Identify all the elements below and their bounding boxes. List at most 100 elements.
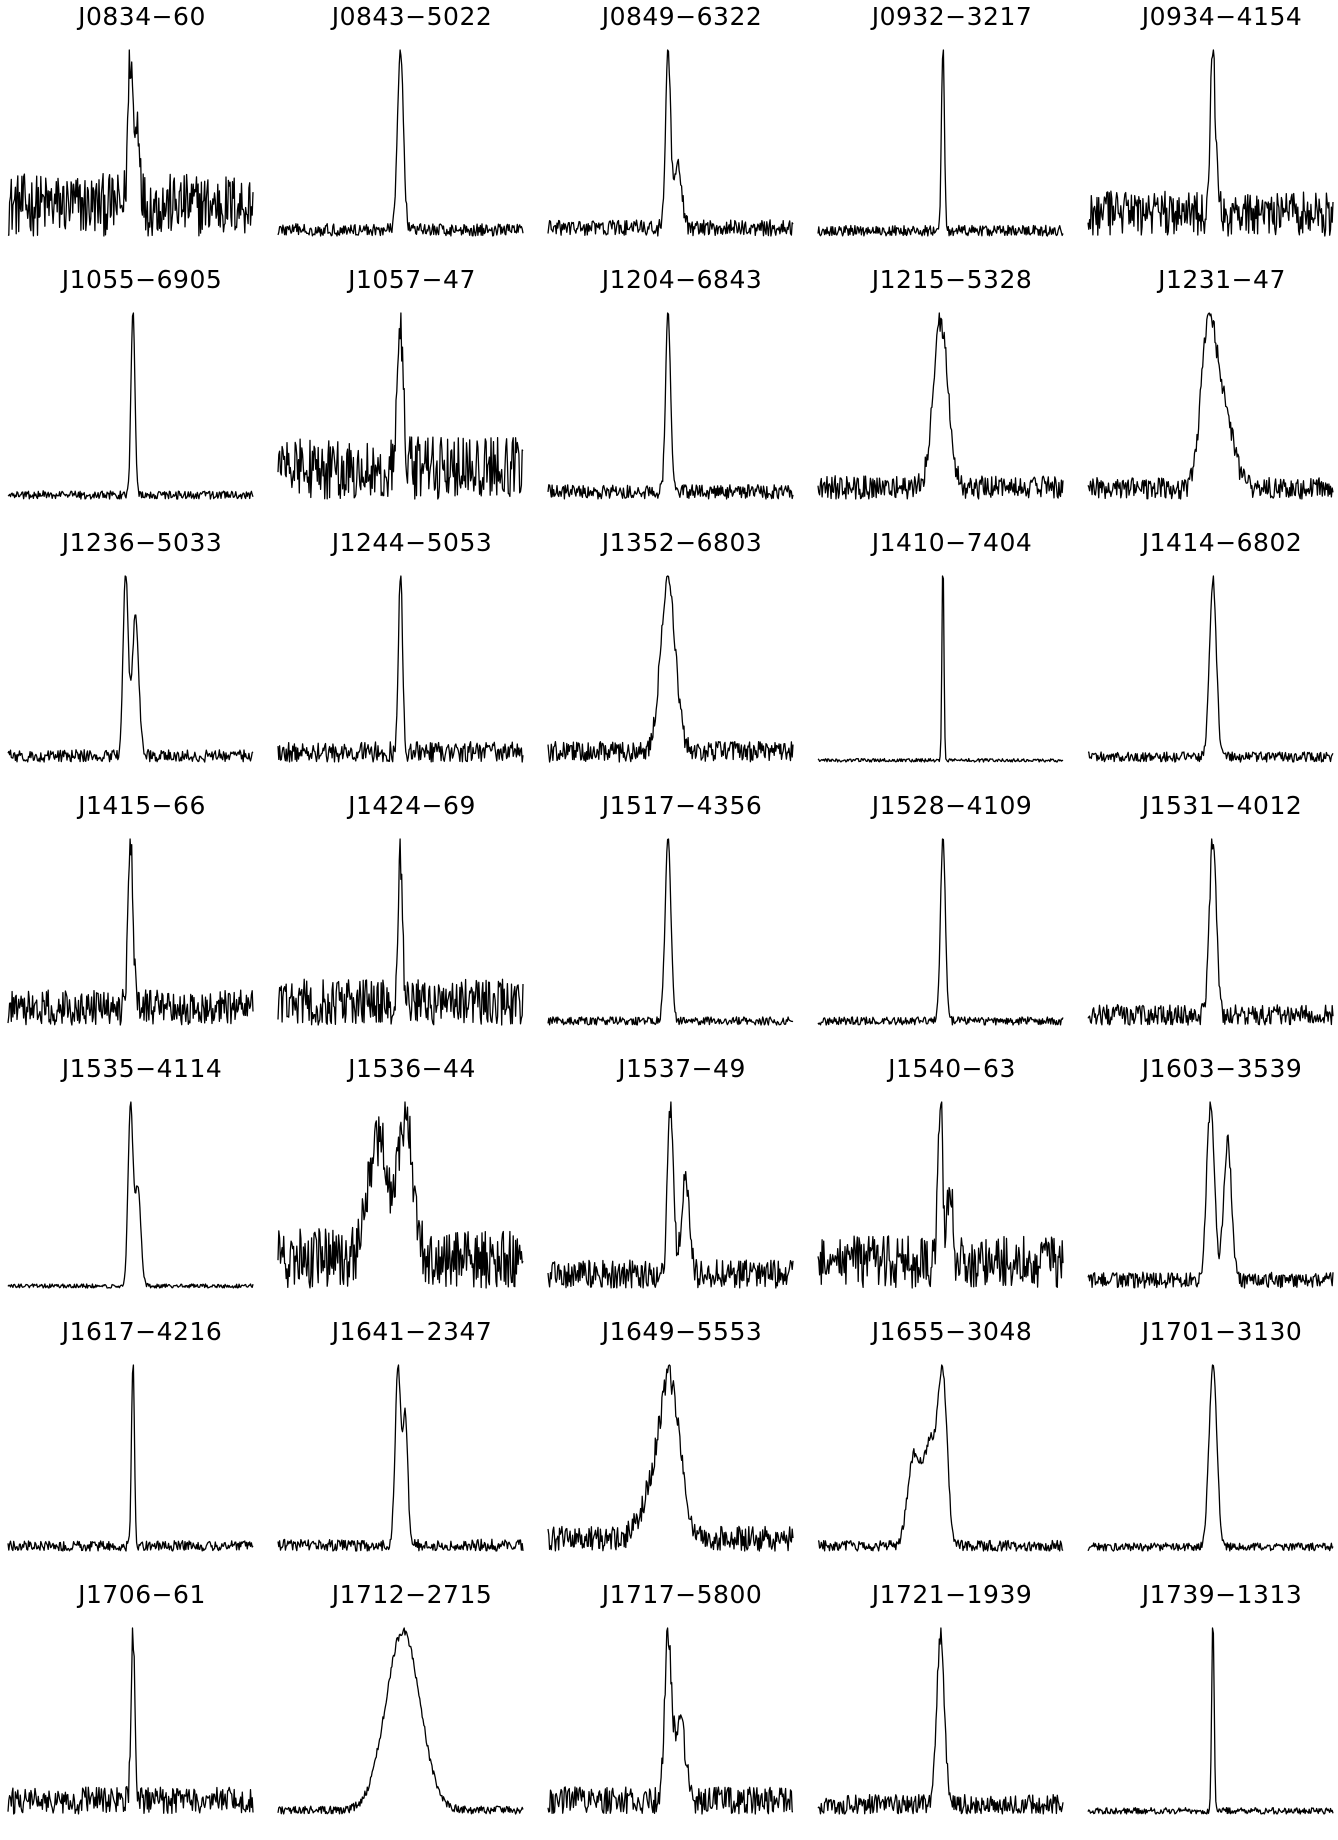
pulse-profile-line bbox=[547, 1101, 794, 1289]
pulse-profile-grid: J0834−60 J0843−5022 J0849−6322 J0932−3217 J0… bbox=[7, 0, 1338, 1815]
pulse-profile-line bbox=[7, 49, 254, 237]
pulsar-name-label: J1528−4109 bbox=[871, 791, 1033, 820]
pulse-profile-line bbox=[817, 49, 1064, 237]
pulse-panel: J1415−66 bbox=[7, 789, 276, 1051]
pulsar-name-label: J1649−5553 bbox=[601, 1317, 763, 1346]
pulse-profile-line bbox=[7, 838, 254, 1026]
pulse-profile-plot bbox=[277, 838, 524, 1026]
pulse-panel: J1352−6803 bbox=[547, 526, 816, 788]
pulsar-name-label: J1231−47 bbox=[1158, 265, 1286, 294]
pulsar-name-label: J1531−4012 bbox=[1141, 791, 1303, 820]
pulse-profile-plot bbox=[817, 575, 1064, 763]
pulsar-name-label: J1540−63 bbox=[888, 1054, 1016, 1083]
pulse-profile-line bbox=[7, 1364, 254, 1552]
pulse-profile-line bbox=[1087, 1627, 1334, 1815]
pulse-profile-line bbox=[547, 1627, 793, 1815]
pulse-profile-line bbox=[277, 838, 524, 1026]
pulse-profile-plot bbox=[1087, 1364, 1334, 1552]
pulse-panel: J1701−3130 bbox=[1087, 1315, 1338, 1577]
pulse-profile-line bbox=[277, 1627, 524, 1815]
pulsar-name-label: J1424−69 bbox=[348, 791, 476, 820]
pulsar-name-label: J1701−3130 bbox=[1141, 1317, 1303, 1346]
pulse-profile-plot bbox=[1087, 1101, 1334, 1289]
pulse-panel: J1535−4114 bbox=[7, 1052, 276, 1314]
pulsar-name-label: J1617−4216 bbox=[61, 1317, 223, 1346]
pulsar-name-label: J1706−61 bbox=[78, 1580, 206, 1609]
pulse-panel: J1739−1313 bbox=[1087, 1578, 1338, 1840]
pulse-profile-line bbox=[547, 838, 794, 1026]
pulsar-name-label: J1537−49 bbox=[618, 1054, 746, 1083]
pulse-profile-line bbox=[817, 1364, 1064, 1552]
pulse-profile-plot bbox=[277, 1101, 524, 1289]
pulsar-name-label: J0932−3217 bbox=[871, 2, 1033, 31]
pulse-panel: J1655−3048 bbox=[817, 1315, 1086, 1577]
pulse-profile-plot bbox=[7, 1101, 254, 1289]
pulse-profile-plot bbox=[547, 1364, 794, 1552]
pulse-profile-line bbox=[817, 1101, 1064, 1289]
pulse-panel: J1528−4109 bbox=[817, 789, 1086, 1051]
pulse-profile-plot bbox=[547, 1627, 793, 1815]
pulse-profile-line bbox=[7, 1101, 254, 1289]
pulse-panel: J1717−5800 bbox=[547, 1578, 816, 1840]
pulse-profile-line bbox=[1087, 1101, 1334, 1289]
pulse-profile-line bbox=[277, 49, 524, 237]
pulse-profile-line bbox=[7, 312, 254, 500]
pulse-panel: J1414−6802 bbox=[1087, 526, 1338, 788]
pulse-profile-plot bbox=[7, 1364, 254, 1552]
pulsar-name-label: J0849−6322 bbox=[601, 2, 763, 31]
pulse-profile-line bbox=[547, 312, 794, 500]
pulsar-name-label: J1410−7404 bbox=[871, 528, 1033, 557]
pulse-panel: J1721−1939 bbox=[817, 1578, 1086, 1840]
pulse-panel: J1244−5053 bbox=[277, 526, 546, 788]
pulse-profile-plot bbox=[547, 49, 794, 237]
pulse-profile-plot bbox=[817, 1364, 1064, 1552]
pulsar-name-label: J1712−2715 bbox=[331, 1580, 493, 1609]
pulse-panel: J1706−61 bbox=[7, 1578, 276, 1840]
pulsar-name-label: J1244−5053 bbox=[331, 528, 493, 557]
pulsar-name-label: J1655−3048 bbox=[871, 1317, 1033, 1346]
pulse-profile-line bbox=[817, 838, 1064, 1026]
pulsar-name-label: J1057−47 bbox=[348, 265, 476, 294]
pulse-panel: J0834−60 bbox=[7, 0, 276, 262]
pulse-profile-line bbox=[547, 575, 794, 763]
pulse-panel: J1517−4356 bbox=[547, 789, 816, 1051]
pulse-profile-plot bbox=[817, 838, 1064, 1026]
pulse-profile-plot bbox=[1087, 838, 1334, 1026]
pulsar-name-label: J1536−44 bbox=[348, 1054, 476, 1083]
pulse-profile-line bbox=[277, 1101, 524, 1289]
pulse-profile-plot bbox=[817, 1101, 1064, 1289]
pulse-panel: J1540−63 bbox=[817, 1052, 1086, 1314]
pulse-panel: J1424−69 bbox=[277, 789, 546, 1051]
pulse-profile-plot bbox=[547, 312, 794, 500]
pulse-profile-plot bbox=[547, 575, 794, 763]
pulsar-name-label: J0934−4154 bbox=[1141, 2, 1303, 31]
pulse-panel: J0843−5022 bbox=[277, 0, 546, 262]
pulse-panel: J1537−49 bbox=[547, 1052, 816, 1314]
pulse-profile-plot bbox=[1087, 1627, 1334, 1815]
pulsar-name-label: J1204−6843 bbox=[601, 265, 763, 294]
pulse-panel: J1204−6843 bbox=[547, 263, 816, 525]
pulse-profile-plot bbox=[1087, 312, 1334, 500]
pulse-profile-plot bbox=[817, 312, 1064, 500]
pulse-profile-plot bbox=[277, 49, 524, 237]
pulse-panel: J1057−47 bbox=[277, 263, 546, 525]
pulsar-name-label: J1739−1313 bbox=[1141, 1580, 1303, 1609]
pulsar-name-label: J1717−5800 bbox=[601, 1580, 763, 1609]
pulsar-name-label: J1215−5328 bbox=[871, 265, 1033, 294]
pulse-profile-line bbox=[817, 575, 1064, 763]
pulse-panel: J1712−2715 bbox=[277, 1578, 546, 1840]
pulse-profile-line bbox=[277, 1364, 524, 1552]
pulse-profile-plot bbox=[277, 1627, 524, 1815]
pulse-profile-line bbox=[277, 575, 524, 763]
pulse-profile-plot bbox=[1087, 49, 1334, 237]
pulse-panel: J1410−7404 bbox=[817, 526, 1086, 788]
pulse-profile-plot bbox=[7, 49, 254, 237]
pulse-profile-plot bbox=[817, 49, 1064, 237]
pulse-profile-plot bbox=[1087, 575, 1334, 763]
pulse-panel: J1641−2347 bbox=[277, 1315, 546, 1577]
pulse-panel: J1236−5033 bbox=[7, 526, 276, 788]
pulse-profile-line bbox=[1087, 575, 1334, 763]
pulse-profile-line bbox=[817, 1627, 1064, 1815]
pulse-panel: J1215−5328 bbox=[817, 263, 1086, 525]
pulse-panel: J1536−44 bbox=[277, 1052, 546, 1314]
